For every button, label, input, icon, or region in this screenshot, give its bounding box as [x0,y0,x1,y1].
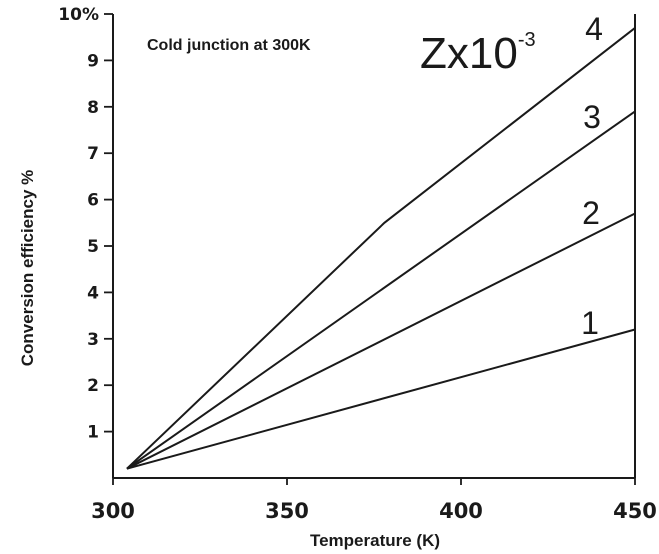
annotation-text: Cold junction at 300K [147,37,311,54]
series-lines [126,27,636,470]
x-tick-label: 400 [439,499,483,523]
y-tick-label: 6 [87,191,99,211]
series-label-1: 1 [581,305,599,341]
series-group-label-exponent: -3 [518,29,536,51]
y-tick-label: 1 [87,423,99,443]
y-tick-label: 2 [87,376,99,396]
series-line-4 [126,27,636,470]
y-tick-label: 10% [58,5,99,25]
series-group-label-base: Zx10 [420,29,518,78]
y-axis-ticks: 1 2 3 4 5 6 7 8 9 10% [58,5,113,443]
x-tick-label: 300 [91,499,135,523]
y-tick-label: 9 [87,51,99,71]
y-tick-label: 7 [87,144,99,164]
x-tick-label: 350 [265,499,309,523]
y-tick-label: 8 [87,98,99,118]
series-label-2: 2 [582,195,600,231]
x-axis-title: Temperature (K) [310,531,440,550]
y-tick-label: 4 [87,283,99,303]
y-tick-label: 3 [87,330,99,350]
series-line-3 [126,110,636,470]
series-group-label: Zx10-3 [420,29,536,78]
y-tick-label: 5 [87,237,99,257]
series-line-1 [126,328,636,470]
x-tick-label: 450 [613,499,657,523]
series-label-4: 4 [585,11,603,47]
y-axis-title: Conversion efficiency % [18,170,37,367]
series-line-2 [126,212,636,470]
series-label-3: 3 [583,99,601,135]
x-axis-ticks: 300 350 400 450 [91,478,657,523]
series-labels: 1 2 3 4 [581,11,603,341]
